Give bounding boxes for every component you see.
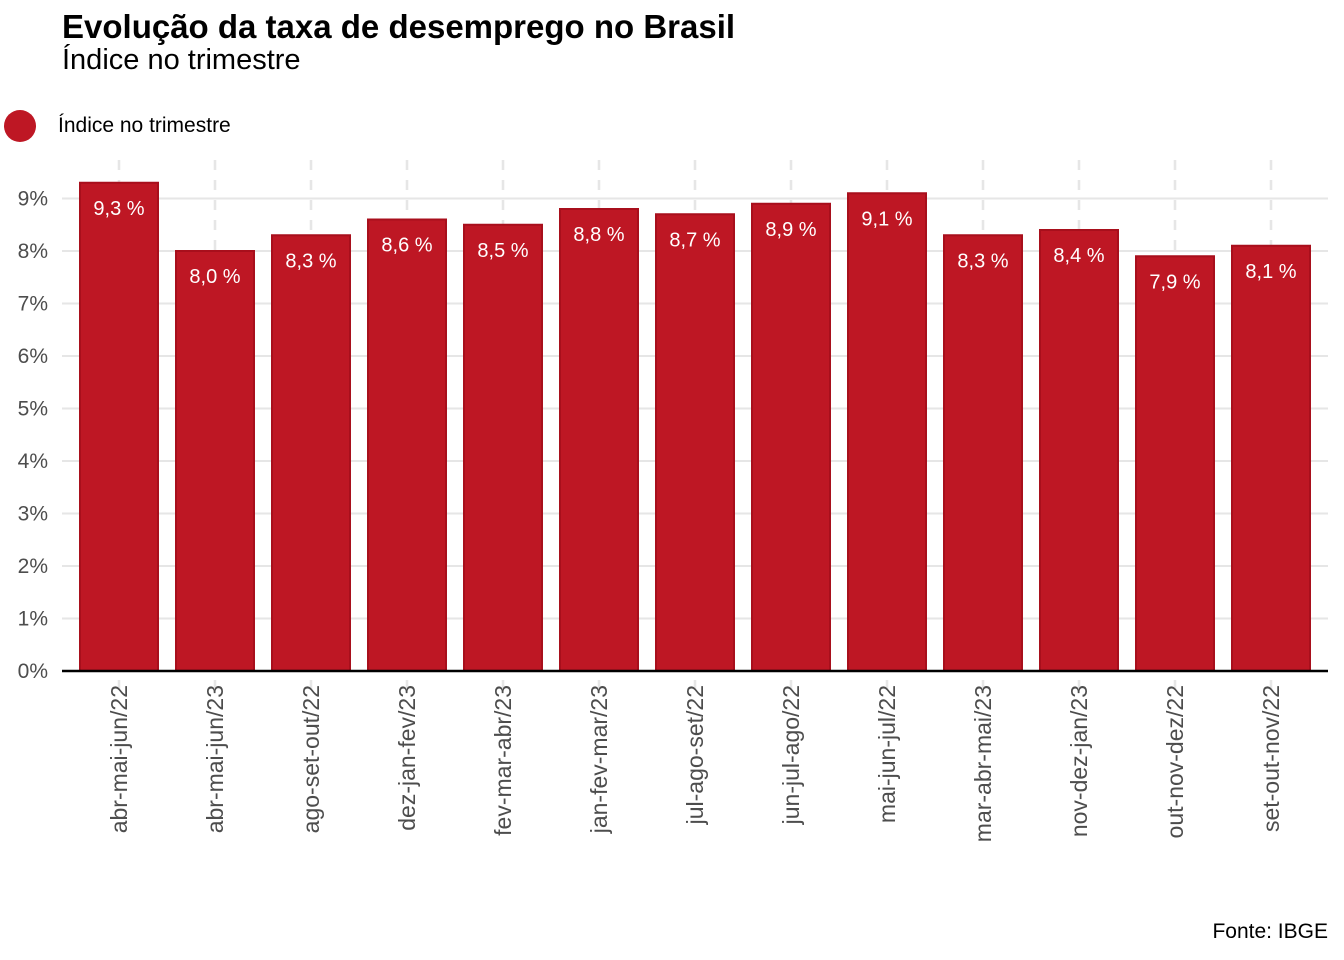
bar [175, 250, 255, 672]
y-tick-label: 2% [18, 555, 48, 578]
y-tick-label: 8% [18, 240, 48, 263]
bar [559, 208, 639, 672]
x-tick-label: jun-jul-ago/22 [778, 685, 804, 825]
bar [1231, 244, 1311, 672]
x-tick-label: out-nov-dez/22 [1162, 685, 1188, 838]
chart-subtitle: Índice no trimestre [62, 44, 301, 76]
bar-value-label: 8,3 % [957, 250, 1008, 272]
x-tick-label: ago-set-out/22 [298, 685, 324, 833]
bar-value-label: 8,7 % [669, 229, 720, 251]
bar-value-label: 8,0 % [189, 266, 240, 288]
y-tick-label: 0% [18, 660, 48, 683]
bar [367, 218, 447, 672]
bar-value-label: 8,3 % [285, 250, 336, 272]
x-tick-label: mai-jun-jul/22 [874, 685, 900, 823]
legend: Índice no trimestre [4, 110, 231, 142]
bar-value-label: 8,9 % [765, 219, 816, 241]
bar-value-label: 9,3 % [93, 198, 144, 220]
bar [943, 234, 1023, 672]
x-tick-label: nov-dez-jan/23 [1066, 685, 1092, 837]
y-tick-label: 3% [18, 503, 48, 526]
y-tick-label: 9% [18, 188, 48, 211]
x-tick-label: fev-mar-abr/23 [490, 685, 516, 836]
bar [847, 192, 927, 672]
bar-value-label: 9,1 % [861, 208, 912, 230]
y-tick-label: 7% [18, 293, 48, 316]
y-tick-label: 6% [18, 345, 48, 368]
y-tick-label: 1% [18, 608, 48, 631]
bar [1039, 229, 1119, 672]
bar-value-label: 8,4 % [1053, 245, 1104, 267]
x-tick-label: jan-fev-mar/23 [586, 685, 612, 834]
x-tick-label: abr-mai-jun/22 [106, 685, 132, 833]
x-tick-label: mar-abr-mai/23 [970, 685, 996, 842]
chart-title: Evolução da taxa de desemprego no Brasil [62, 8, 736, 45]
bar [463, 223, 543, 672]
x-tick-label: dez-jan-fev/23 [394, 685, 420, 831]
x-tick-label: jul-ago-set/22 [682, 685, 708, 825]
bar [271, 234, 351, 672]
bar [751, 202, 831, 672]
axes: 0% 1% 2% 3% 4% 5% 6% 7% 8% 9% abr-mai-jun/22 abr-ma… [18, 188, 1328, 842]
bar-value-label: 8,6 % [381, 235, 432, 257]
data-labels: 9,3 % 8,0 % 8,3 % 8,6 % 8,5 % 8,8 % 8,7 % 8,9 %… [93, 198, 1296, 294]
bar [1135, 255, 1215, 672]
x-tick-label: abr-mai-jun/23 [202, 685, 228, 833]
bar [655, 213, 735, 672]
bar [79, 181, 159, 672]
source-note: Fonte: IBGE [1212, 920, 1328, 943]
legend-swatch-icon [4, 110, 36, 142]
legend-label: Índice no trimestre [58, 114, 231, 137]
y-tick-label: 4% [18, 450, 48, 473]
bar-value-label: 8,8 % [573, 224, 624, 246]
bar-value-label: 8,1 % [1245, 261, 1296, 283]
y-tick-label: 5% [18, 398, 48, 421]
bar-value-label: 8,5 % [477, 240, 528, 262]
x-tick-label: set-out-nov/22 [1258, 685, 1284, 832]
bars [79, 181, 1311, 672]
bar-value-label: 7,9 % [1149, 271, 1200, 293]
